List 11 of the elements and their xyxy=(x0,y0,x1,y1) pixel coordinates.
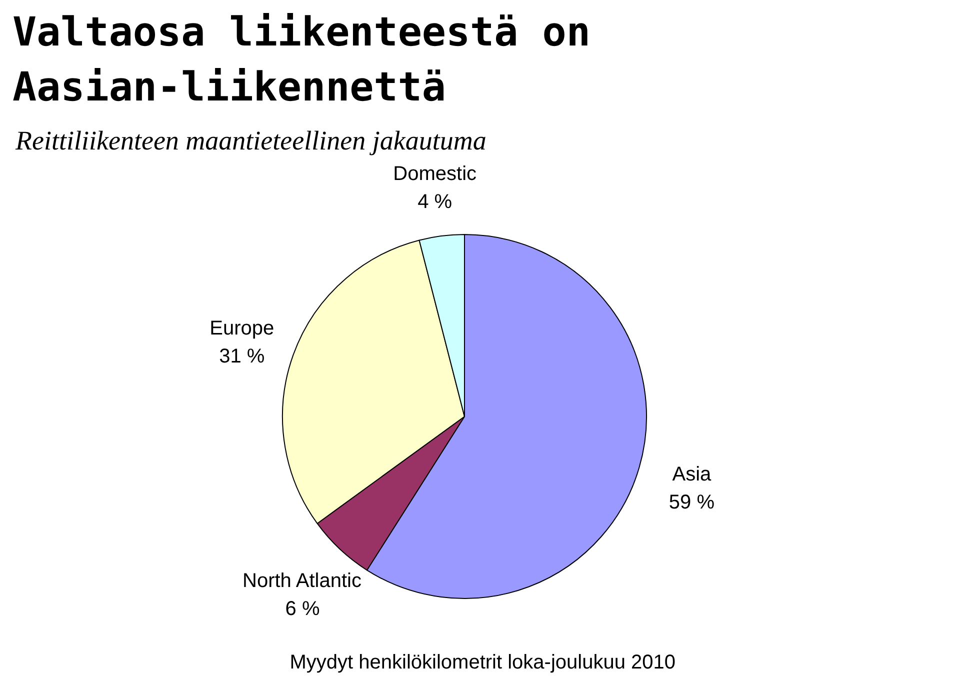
chart-title: Valtaosa liikenteestä on Aasian-liikennettä xyxy=(12,10,590,110)
slice-label: Asia xyxy=(672,464,712,486)
slice-label: North Atlantic xyxy=(242,570,362,592)
data-label: 4 % xyxy=(418,190,452,213)
slice-label: Domestic xyxy=(393,162,477,185)
data-label: 59 % xyxy=(668,492,715,514)
data-label: 31 % xyxy=(219,345,265,368)
data-label: 6 % xyxy=(285,598,320,620)
chart-subtitle: Reittiliikenteen maantieteellinen jakautuma xyxy=(14,126,486,156)
text: Myydyt henkilökilometrit loka-joulukuu 2010 xyxy=(290,652,676,674)
slice-label: Europe xyxy=(210,317,274,340)
